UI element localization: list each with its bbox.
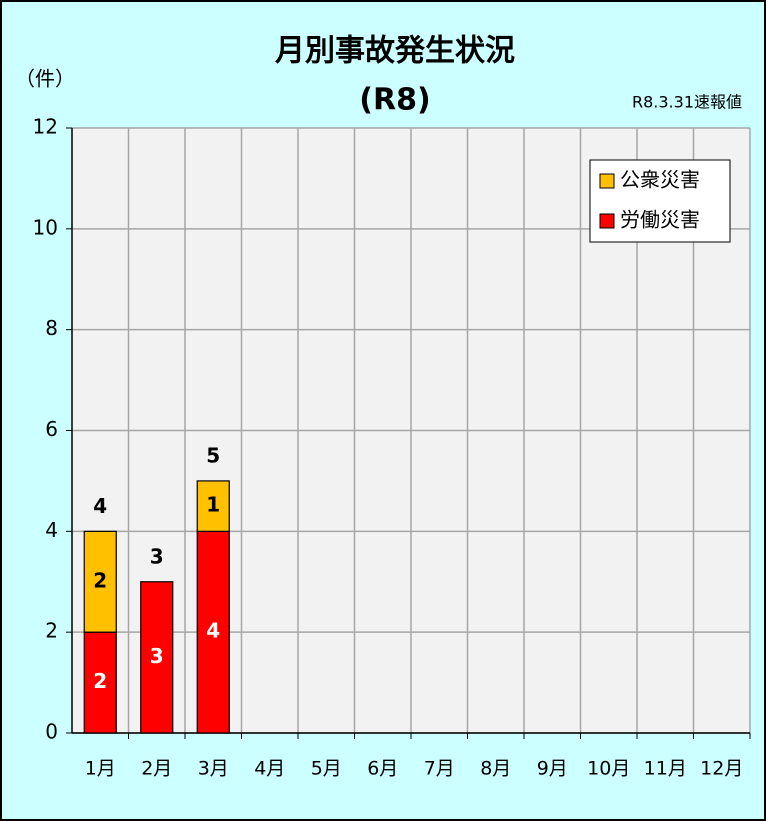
bar-segment	[83, 530, 117, 633]
bar-segment	[196, 480, 230, 532]
y-tick-label: 10	[33, 215, 58, 239]
x-tick-label: 4月	[254, 758, 285, 780]
value-label: 2	[93, 669, 107, 693]
x-tick-label: 6月	[367, 758, 398, 780]
y-tick-label: 4	[45, 518, 58, 542]
y-tick-label: 6	[45, 417, 58, 441]
x-tick-label: 8月	[480, 758, 511, 780]
x-tick-label: 2月	[141, 758, 172, 780]
x-tick-label: 10月	[587, 758, 630, 780]
x-tick-label: 1月	[85, 758, 116, 780]
bar-segment	[140, 581, 174, 734]
x-tick-label: 5月	[311, 758, 342, 780]
value-label: 2	[93, 568, 107, 592]
note: R8.3.31速報値	[632, 93, 742, 112]
total-label: 4	[93, 494, 107, 518]
legend-label: 労働災害	[620, 208, 700, 232]
x-tick-label: 7月	[424, 758, 455, 780]
x-tick-label: 9月	[537, 758, 568, 780]
chart-subtitle: (R8)	[359, 83, 430, 118]
value-label: 4	[206, 619, 220, 643]
bar-segment	[196, 530, 230, 734]
y-tick-label: 0	[45, 720, 58, 744]
legend-swatch	[599, 213, 615, 229]
y-axis-label: （件）	[15, 67, 75, 91]
x-tick-label: 11月	[644, 758, 687, 780]
x-tick-label: 3月	[198, 758, 229, 780]
value-label: 1	[206, 493, 220, 517]
y-tick-label: 8	[45, 316, 58, 340]
y-tick-label: 2	[45, 619, 58, 643]
x-tick-label: 12月	[700, 758, 743, 780]
value-label: 3	[150, 644, 164, 668]
total-label: 3	[150, 544, 164, 568]
chart-title: 月別事故発生状況	[275, 34, 515, 69]
total-label: 5	[206, 443, 220, 467]
legend-swatch	[599, 173, 615, 189]
bar-segment	[83, 631, 117, 734]
legend-label: 公衆災害	[620, 168, 700, 192]
y-tick-label: 12	[33, 115, 58, 139]
